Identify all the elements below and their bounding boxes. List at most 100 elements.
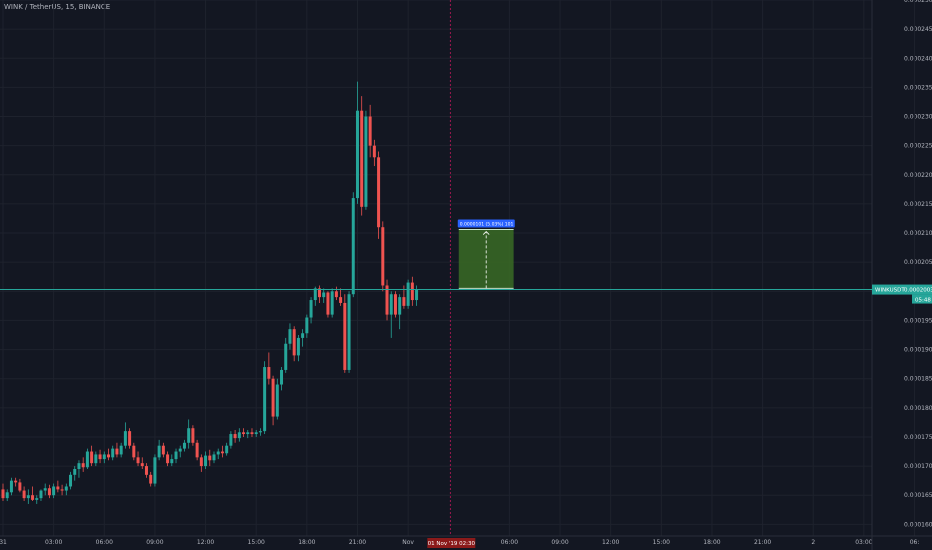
candle-body — [318, 288, 321, 298]
candle-body — [242, 432, 246, 435]
candle-body — [166, 454, 170, 464]
time-axis-label: 12:00 — [197, 539, 214, 546]
candle-body — [288, 329, 292, 344]
candle-body — [85, 451, 89, 468]
candle-body — [39, 490, 43, 499]
candle-body — [220, 451, 224, 454]
candle-body — [280, 369, 284, 385]
time-axis-label: 31 — [0, 539, 7, 546]
candle-body — [301, 333, 305, 338]
time-axis-label: 06: — [910, 539, 920, 546]
candle-body — [81, 463, 85, 468]
candle-body — [326, 292, 330, 315]
last-price-value: 0.0002003 — [904, 288, 932, 294]
candle-body — [330, 291, 334, 315]
candle-body — [174, 451, 178, 460]
candle-body — [204, 455, 208, 467]
candle-body — [229, 434, 233, 446]
candle-body — [377, 157, 381, 228]
candle-body — [296, 337, 300, 356]
candle-body — [73, 469, 77, 475]
last-price-symbol: WINKUSDT — [875, 288, 905, 294]
candle-body — [69, 474, 73, 487]
candle-body — [153, 457, 157, 484]
countdown-label: 05:48 — [915, 298, 931, 304]
countdown-tag — [912, 294, 932, 304]
candle-body — [187, 428, 191, 443]
candle-body — [398, 297, 402, 315]
candle-body — [212, 454, 216, 461]
time-axis-label: 21:00 — [754, 539, 771, 546]
candle-body — [140, 463, 144, 467]
time-axis-label: 09:00 — [146, 539, 163, 546]
candle-body — [372, 145, 376, 158]
time-axis-label: 15:00 — [653, 539, 670, 546]
candle-body — [254, 432, 258, 435]
candle-body — [284, 343, 288, 370]
candle-body — [309, 300, 313, 318]
candle-body — [233, 434, 237, 439]
candle-body — [275, 384, 279, 417]
candle-body — [22, 490, 26, 499]
candle-body — [170, 459, 174, 464]
time-axis-label: Nov — [402, 539, 414, 546]
time-axis-label: 21:00 — [349, 539, 366, 546]
candle-body — [94, 454, 98, 464]
candle-body — [410, 282, 414, 301]
candle-body — [35, 498, 39, 500]
last-price-tag — [872, 284, 932, 295]
candle-body — [385, 285, 389, 315]
measure-arrow-head — [482, 230, 490, 235]
symbol-title: WINK / TetherUS, 15, BINANCE — [4, 3, 111, 11]
candle-body — [364, 116, 368, 207]
candle-body — [18, 482, 22, 491]
candle-body — [26, 495, 30, 499]
candle-body — [360, 110, 364, 207]
candle-body — [107, 454, 110, 458]
candle-body — [292, 329, 296, 356]
candle-body — [216, 451, 220, 455]
candle-body — [1, 489, 5, 499]
candle-body — [52, 486, 56, 496]
time-axis-label: 2 — [811, 539, 815, 546]
candle-body — [225, 445, 229, 454]
candle-body — [343, 302, 347, 370]
crosshair-time-tag — [427, 538, 476, 548]
candle-body — [271, 378, 275, 417]
candle-body — [393, 294, 397, 315]
candle-body — [144, 466, 148, 475]
candle-body — [64, 486, 68, 491]
candle-body — [149, 474, 153, 484]
candle-body — [191, 428, 195, 443]
time-axis-label: 15:00 — [248, 539, 265, 546]
time-axis-label: 06:00 — [96, 539, 113, 546]
candle-body — [334, 291, 338, 298]
candle-body — [119, 445, 123, 455]
time-axis-label: 12:00 — [602, 539, 619, 546]
measure-label: 0.0000101 (5.03%) 101 — [460, 222, 514, 228]
time-axis-label: 06:00 — [501, 539, 518, 546]
candle-body — [47, 488, 51, 496]
candle-body — [56, 486, 60, 490]
candle-body — [402, 297, 406, 306]
candle-body — [305, 317, 309, 334]
candle-body — [355, 110, 359, 199]
candle-body — [90, 451, 94, 464]
measure-box — [458, 229, 514, 289]
candle-body — [258, 431, 262, 433]
time-axis-label: 18:00 — [298, 539, 315, 546]
